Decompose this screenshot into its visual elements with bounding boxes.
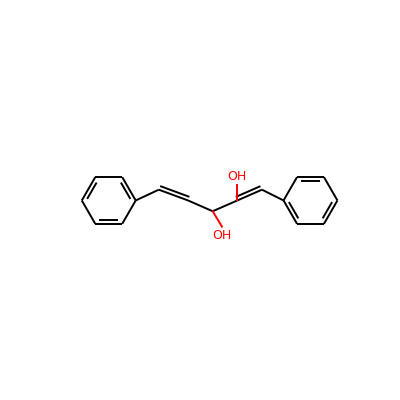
Text: OH: OH [212, 229, 232, 242]
Text: OH: OH [228, 170, 247, 183]
